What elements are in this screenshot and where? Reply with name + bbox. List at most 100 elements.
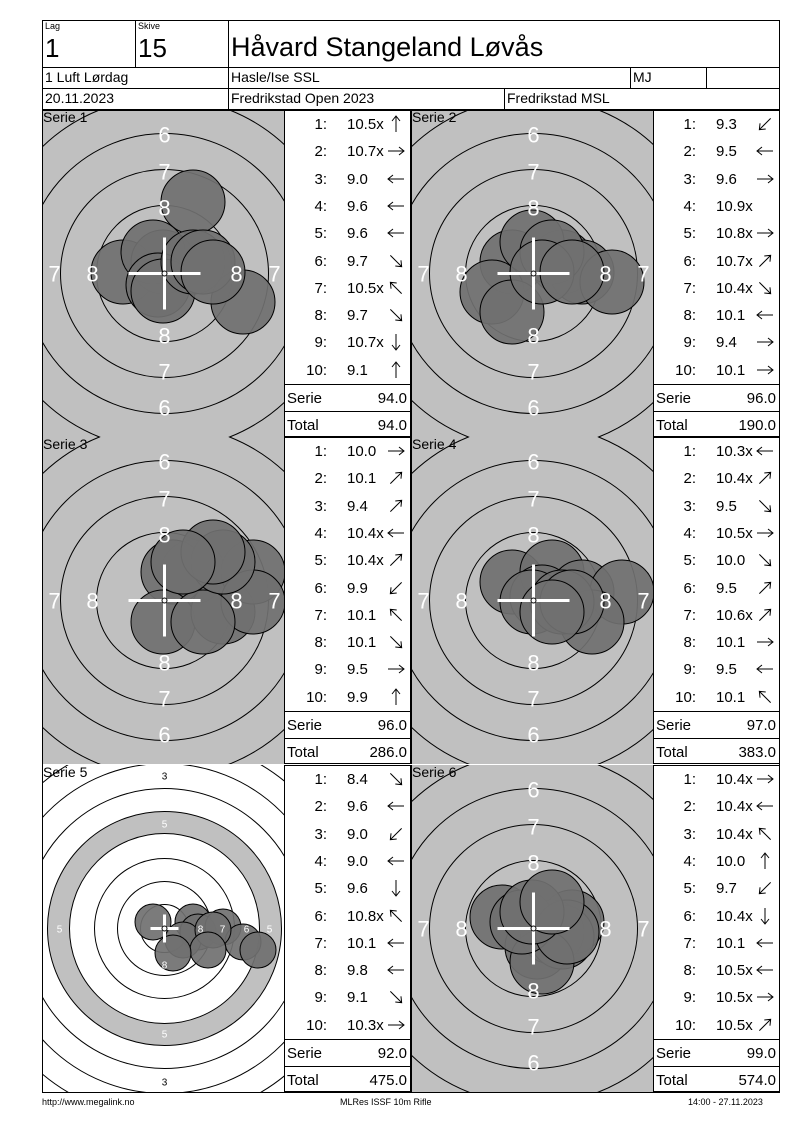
shot-direction [386, 360, 406, 380]
ring-number: 8 [86, 589, 98, 614]
shot-value: 10.1 [347, 606, 377, 624]
target-series-2: 6 6 7 7 7 7 8 8 8 8 Serie 2 [411, 109, 654, 437]
shot-number: 3: [314, 825, 327, 843]
shot-direction [755, 523, 775, 543]
shot-row: 9: 10.5x [654, 984, 779, 1011]
shot-value: 9.0 [347, 852, 368, 870]
shot-number: 6: [683, 579, 696, 597]
footer-url[interactable]: http://www.megalink.no [42, 1097, 135, 1107]
direction-arrow-icon [757, 174, 774, 183]
direction-arrow-icon [758, 827, 772, 840]
shot-value: 9.6 [716, 170, 737, 188]
shot-direction [386, 796, 406, 816]
direction-arrow-icon [758, 254, 772, 267]
shot-row: 8: 9.7 [285, 302, 410, 329]
shot-row: 5: 9.6 [285, 220, 410, 247]
ring-number: 8 [527, 651, 539, 676]
shot-direction [386, 933, 406, 953]
ring-number: 7 [158, 687, 170, 712]
shot-direction [386, 632, 406, 652]
ring-number: 8 [455, 262, 467, 287]
shot-row: 6: 9.9 [285, 575, 410, 602]
shot-row: 2: 10.4x [654, 465, 779, 492]
direction-arrow-icon [760, 907, 770, 925]
ring-number: 7 [268, 589, 280, 614]
shot-number: 6: [683, 252, 696, 270]
score-table-series-6: 1: 10.4x 2: 10.4x 3: 10.4x 4: 10.0 5: 9.7 6: 10.4x 7… [653, 765, 780, 1092]
shot-row: 5: 9.7 [654, 875, 779, 902]
shot-hole [150, 529, 216, 595]
shot-value: 9.5 [716, 497, 737, 515]
shot-number: 9: [683, 661, 696, 679]
shot-value: 9.9 [347, 579, 368, 597]
shot-value: 9.1 [347, 989, 368, 1007]
shot-direction [755, 278, 775, 298]
shot-number: 5: [314, 552, 327, 570]
shot-value: 9.1 [347, 361, 368, 379]
shot-number: 10: [306, 1016, 327, 1034]
shot-row: 3: 9.0 [285, 166, 410, 193]
shot-hole [134, 903, 172, 941]
shot-row: 1: 9.3 [654, 111, 779, 138]
total-value: 286.0 [369, 744, 407, 761]
ring-number: 7 [527, 160, 539, 185]
total-value: 190.0 [738, 417, 776, 434]
shot-row: 4: 9.6 [285, 193, 410, 220]
shot-number: 3: [683, 497, 696, 515]
target-svg: 6 6 7 7 7 7 8 8 8 8 [412, 437, 654, 764]
score-table-series-3: 1: 10.0 2: 10.1 3: 9.4 4: 10.4x 5: 10.4x 6: 9.9 7: 10… [284, 437, 411, 764]
shot-direction [755, 960, 775, 980]
shot-direction [386, 906, 406, 926]
shot-value: 10.0 [716, 552, 746, 570]
ring-number: 6 [158, 450, 170, 475]
serie-value: 94.0 [377, 390, 407, 407]
ring-number: 8 [198, 925, 204, 936]
serie-value: 97.0 [746, 717, 776, 734]
shot-direction [386, 769, 406, 789]
shot-value: 10.0 [347, 443, 377, 460]
direction-arrow-icon [389, 772, 403, 786]
shot-direction [755, 1015, 775, 1035]
ring-number: 5 [162, 1030, 168, 1041]
serie-label: Serie [656, 390, 692, 407]
series-title: Serie 6 [412, 764, 457, 780]
shot-number: 9: [314, 661, 327, 679]
shot-row: 7: 10.6x [654, 602, 779, 629]
direction-arrow-icon [755, 196, 775, 216]
ring-number: 6 [527, 778, 539, 803]
serie-label: Serie [287, 390, 323, 407]
shot-number: 5: [683, 880, 696, 898]
shot-direction [386, 169, 406, 189]
direction-arrow-icon [758, 1018, 772, 1031]
shot-number: 2: [683, 470, 696, 488]
direction-arrow-icon [389, 309, 403, 322]
ring-number: 7 [637, 917, 649, 942]
ring-number: 8 [527, 523, 539, 548]
shot-value: 10.8x [716, 225, 753, 243]
ring-number: 5 [162, 820, 168, 831]
shot-value: 10.6x [716, 606, 753, 624]
total-label: Total [287, 417, 319, 434]
total-value: 574.0 [738, 1072, 776, 1089]
shot-direction [386, 851, 406, 871]
series-title: Serie 2 [412, 109, 457, 125]
score-table-series-1: 1: 10.5x 2: 10.7x 3: 9.0 4: 9.6 5: 9.6 6: 9.7 7: 10.5… [284, 110, 411, 437]
shot-value: 9.9 [347, 688, 368, 706]
shot-value: 10.1 [347, 934, 377, 952]
shot-number: 3: [683, 825, 696, 843]
shot-row: 3: 9.5 [654, 493, 779, 520]
shot-number: 3: [314, 170, 327, 188]
target-series-5: 2222333344445555666677778888Serie 5 [9, 747, 346, 1114]
shot-row: 3: 10.4x [654, 821, 779, 848]
shot-direction [755, 851, 775, 871]
direction-arrow-icon [758, 554, 772, 567]
shot-number: 6: [314, 252, 327, 270]
serie-value: 96.0 [377, 717, 407, 734]
ring-number: 8 [455, 917, 467, 942]
shot-row: 7: 10.4x [654, 275, 779, 302]
ring-number: 3 [162, 1078, 168, 1089]
shot-number: 3: [683, 170, 696, 188]
shot-row: 9: 9.4 [654, 329, 779, 356]
ring-number: 7 [220, 925, 226, 936]
shot-number: 7: [683, 279, 696, 297]
